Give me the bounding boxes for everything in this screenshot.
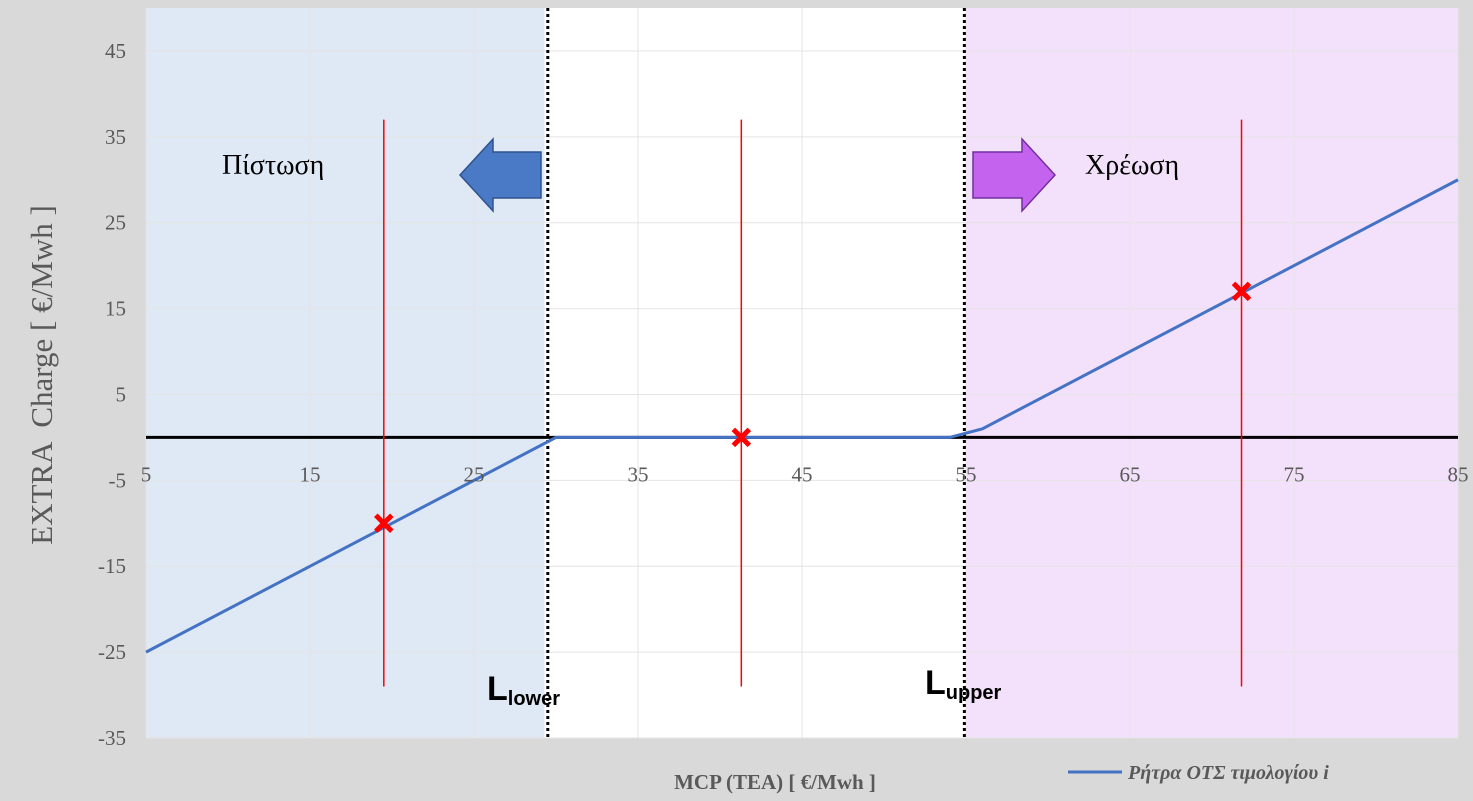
region-label-charge: Χρέωση xyxy=(1085,150,1179,181)
region-1 xyxy=(966,8,1458,738)
y-tick-label: 15 xyxy=(105,297,126,321)
x-tick-label: 15 xyxy=(300,462,321,486)
x-tick-label: 85 xyxy=(1448,462,1469,486)
x-tick-label: 55 xyxy=(956,462,977,486)
y-tick-label: 45 xyxy=(105,39,126,63)
y-tick-label: -15 xyxy=(98,554,126,578)
y-tick-label: 5 xyxy=(116,382,127,406)
y-tick-label: -5 xyxy=(109,468,127,492)
region-0 xyxy=(146,8,545,738)
x-axis-title: MCP (TEA) [ €/Mwh ] xyxy=(674,770,876,794)
y-axis-title: EXTRA Charge [ €/Mwh ] xyxy=(24,205,59,545)
x-tick-label: 5 xyxy=(141,462,152,486)
y-tick-label: -35 xyxy=(98,726,126,750)
x-tick-label: 45 xyxy=(792,462,813,486)
y-tick-labels: -35 -25 -15 -5 5 15 25 35 45 xyxy=(98,39,126,750)
legend: Ρήτρα ΟΤΣ τιμολογίου i xyxy=(1068,762,1329,784)
x-tick-label: 25 xyxy=(464,462,485,486)
y-tick-label: 25 xyxy=(105,211,126,235)
x-tick-label: 65 xyxy=(1120,462,1141,486)
y-tick-label: -25 xyxy=(98,640,126,664)
legend-label: Ρήτρα ΟΤΣ τιμολογίου i xyxy=(1127,762,1329,784)
x-tick-label: 35 xyxy=(628,462,649,486)
y-tick-label: 35 xyxy=(105,125,126,149)
region-label-credit: Πίστωση xyxy=(222,150,324,181)
x-tick-label: 75 xyxy=(1284,462,1305,486)
